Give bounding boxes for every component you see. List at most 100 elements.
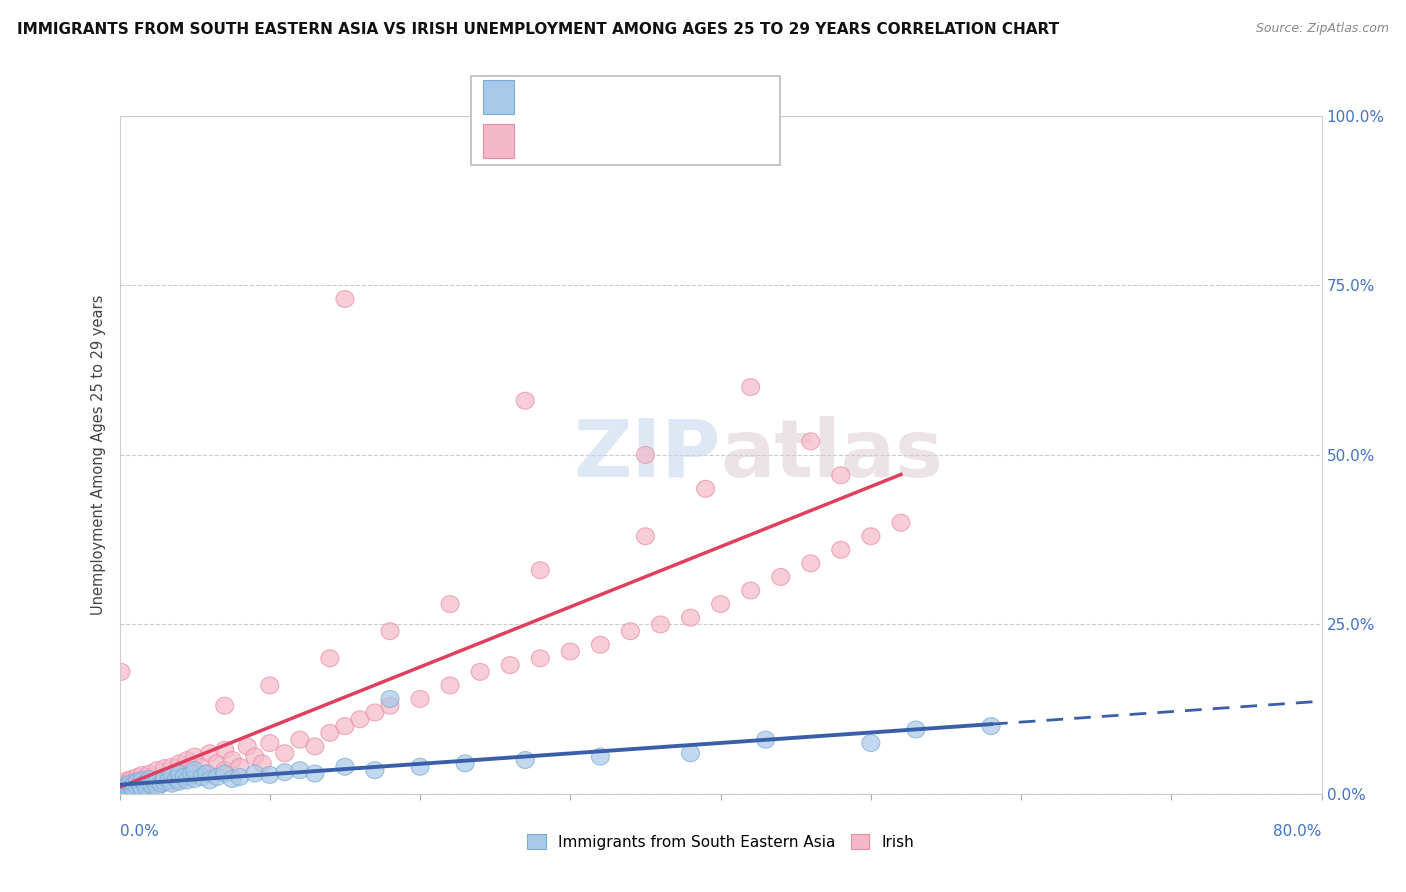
Ellipse shape <box>441 596 460 613</box>
Ellipse shape <box>862 735 880 751</box>
Ellipse shape <box>134 772 150 789</box>
Ellipse shape <box>516 392 534 409</box>
Ellipse shape <box>145 773 163 790</box>
Ellipse shape <box>592 748 609 765</box>
Ellipse shape <box>224 751 242 769</box>
Ellipse shape <box>117 782 135 799</box>
Ellipse shape <box>682 745 700 762</box>
Ellipse shape <box>321 724 339 741</box>
Ellipse shape <box>336 717 354 735</box>
Ellipse shape <box>124 777 142 794</box>
Ellipse shape <box>128 775 146 792</box>
Ellipse shape <box>411 758 429 775</box>
Ellipse shape <box>129 780 148 797</box>
Ellipse shape <box>193 758 211 775</box>
Ellipse shape <box>167 768 186 786</box>
Ellipse shape <box>115 775 134 792</box>
Ellipse shape <box>148 772 166 789</box>
Ellipse shape <box>441 677 460 694</box>
Ellipse shape <box>741 379 759 396</box>
Ellipse shape <box>531 562 550 579</box>
Text: ZIP: ZIP <box>574 416 720 494</box>
Ellipse shape <box>143 773 162 790</box>
Text: 65: 65 <box>672 88 695 106</box>
Ellipse shape <box>156 772 173 789</box>
Ellipse shape <box>307 738 323 755</box>
Ellipse shape <box>201 772 219 789</box>
Ellipse shape <box>981 717 1000 735</box>
Ellipse shape <box>125 773 143 790</box>
Ellipse shape <box>121 775 139 792</box>
Ellipse shape <box>471 664 489 681</box>
Ellipse shape <box>891 514 910 532</box>
Ellipse shape <box>637 528 654 545</box>
Ellipse shape <box>321 649 339 667</box>
Ellipse shape <box>801 555 820 572</box>
Ellipse shape <box>198 765 215 782</box>
Ellipse shape <box>637 447 654 464</box>
Ellipse shape <box>170 772 188 789</box>
Ellipse shape <box>179 772 197 789</box>
Ellipse shape <box>170 765 188 782</box>
Ellipse shape <box>186 766 204 783</box>
Ellipse shape <box>125 780 143 797</box>
Ellipse shape <box>246 748 264 765</box>
Ellipse shape <box>561 643 579 660</box>
Ellipse shape <box>148 779 166 796</box>
Ellipse shape <box>141 765 159 782</box>
Ellipse shape <box>118 782 136 799</box>
Ellipse shape <box>366 704 384 721</box>
Ellipse shape <box>381 690 399 707</box>
Ellipse shape <box>141 775 159 792</box>
Ellipse shape <box>163 775 181 792</box>
Ellipse shape <box>215 762 233 779</box>
Ellipse shape <box>208 768 226 786</box>
Text: R =: R = <box>523 88 560 106</box>
Ellipse shape <box>176 765 193 782</box>
Ellipse shape <box>117 781 135 798</box>
Text: 103: 103 <box>672 132 707 150</box>
Text: 80.0%: 80.0% <box>1274 824 1322 838</box>
Ellipse shape <box>128 779 146 796</box>
Ellipse shape <box>132 772 149 789</box>
Ellipse shape <box>291 762 309 779</box>
Ellipse shape <box>276 745 294 762</box>
Ellipse shape <box>121 782 139 799</box>
Ellipse shape <box>163 766 181 783</box>
Ellipse shape <box>366 762 384 779</box>
Ellipse shape <box>253 755 271 772</box>
Ellipse shape <box>907 721 925 738</box>
Ellipse shape <box>170 773 188 790</box>
Ellipse shape <box>352 711 368 728</box>
Ellipse shape <box>201 745 219 762</box>
Ellipse shape <box>120 773 138 790</box>
Ellipse shape <box>260 677 278 694</box>
Ellipse shape <box>136 775 155 792</box>
Ellipse shape <box>167 771 186 788</box>
Ellipse shape <box>124 781 142 798</box>
Ellipse shape <box>381 623 399 640</box>
Ellipse shape <box>112 664 129 681</box>
Ellipse shape <box>516 751 534 769</box>
Ellipse shape <box>501 657 519 673</box>
Ellipse shape <box>114 780 132 797</box>
Ellipse shape <box>231 758 249 775</box>
Ellipse shape <box>153 775 170 792</box>
Ellipse shape <box>307 765 323 782</box>
Ellipse shape <box>122 780 141 797</box>
Ellipse shape <box>148 772 166 789</box>
FancyBboxPatch shape <box>484 124 515 158</box>
Ellipse shape <box>120 780 138 797</box>
Ellipse shape <box>117 777 135 794</box>
Ellipse shape <box>153 775 170 792</box>
Ellipse shape <box>115 780 134 797</box>
Ellipse shape <box>125 775 143 792</box>
Ellipse shape <box>592 636 609 653</box>
Ellipse shape <box>291 731 309 748</box>
Ellipse shape <box>411 690 429 707</box>
Ellipse shape <box>156 768 173 786</box>
Ellipse shape <box>128 768 146 786</box>
Ellipse shape <box>198 765 215 782</box>
Ellipse shape <box>145 777 163 794</box>
Text: R =: R = <box>523 132 560 150</box>
